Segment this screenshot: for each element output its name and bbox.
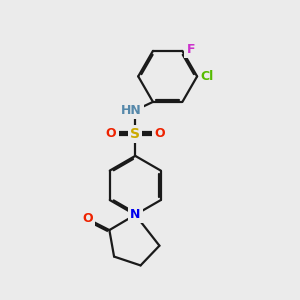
Text: N: N	[130, 208, 140, 221]
Text: F: F	[186, 43, 195, 56]
Text: HN: HN	[122, 104, 142, 117]
Text: S: S	[130, 127, 140, 141]
Text: Cl: Cl	[201, 70, 214, 83]
Text: O: O	[106, 127, 116, 140]
Text: O: O	[82, 212, 93, 225]
Text: O: O	[154, 127, 165, 140]
